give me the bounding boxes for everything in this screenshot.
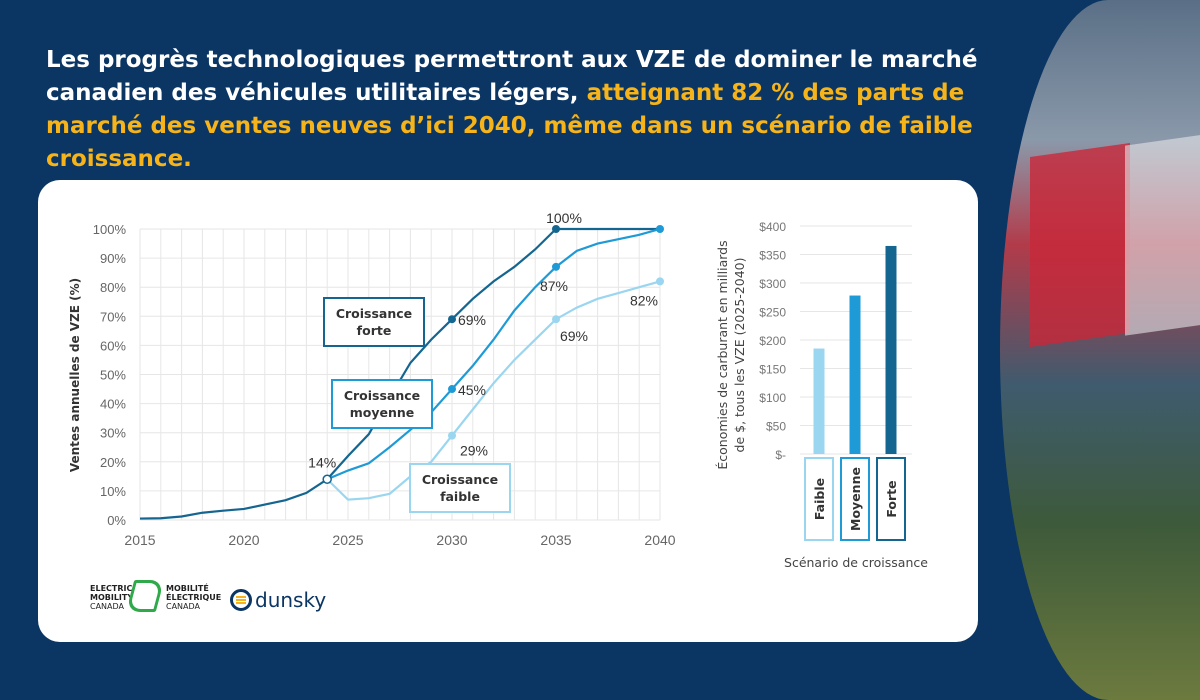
bar-y-tick-label: $400 [759,220,786,234]
data-label: 87% [540,278,568,294]
data-point-forte [448,315,456,324]
legend-label-forte: Croissance [336,306,412,321]
series-line-moyenne [326,227,661,481]
category-label: Faible [812,478,827,520]
category-box-moyenne [840,457,870,541]
x-tick-label: 2025 [332,532,363,548]
y-tick-label: 60% [100,338,126,353]
y-tick-label: 80% [100,280,126,295]
legend-label-faible: Croissance [422,472,498,487]
dunsky-logo: dunsky [230,588,326,612]
dunsky-wordmark: dunsky [255,588,327,612]
y-tick-label: 10% [100,484,126,499]
bar-faible [813,348,825,454]
x-tick-label: 2015 [124,532,155,548]
legend-box-moyenne [331,379,433,429]
x-tick-label: 2030 [436,532,467,548]
series-line-faible [326,280,661,501]
legend-label-moyenne: Croissance [344,388,420,403]
series-line-forte [139,227,660,520]
data-point-moyenne [656,225,664,233]
data-label: 29% [460,443,488,459]
bar-y-axis-label: Économies de carburant en milliards [715,240,730,469]
category-box-faible [804,457,834,541]
bar-y-tick-label: $350 [759,249,786,263]
x-tick-label: 2040 [644,532,675,548]
legend-box-forte [323,297,425,347]
bar-y-tick-label: $150 [759,363,786,377]
y-tick-label: 50% [100,368,126,383]
bar-y-tick-label: $250 [759,306,786,320]
y-tick-label: 40% [100,397,126,412]
data-point-moyenne [448,385,456,394]
bar-y-tick-label: $- [775,448,786,462]
data-point-faible [656,277,664,286]
background-photo [1000,0,1200,700]
emc-logo-en: ELECTRIC MOBILITY CANADA [90,584,133,611]
data-point-forte [552,225,560,233]
data-point-faible [448,431,456,440]
legend-box-faible [409,463,511,513]
bar-y-axis-label: de $, tous les VZE (2025-2040) [732,258,747,453]
data-label: 69% [458,312,486,328]
legend-label-forte: forte [357,323,392,338]
logo-text: ÉLECTRIQUE [166,593,222,602]
data-point-moyenne [552,262,560,271]
headline-highlight: atteignant 82 % des parts de marché des … [46,80,973,172]
data-point-faible [552,315,560,324]
legend-label-moyenne: moyenne [350,405,415,420]
category-label: Forte [884,480,899,517]
logo-text: MOBILITÉ [166,584,209,593]
category-label: Moyenne [848,467,863,531]
dunsky-icon [230,589,252,611]
data-label: 45% [458,382,486,398]
data-label: 69% [560,328,588,344]
logo-text: MOBILITY [90,593,134,602]
bar-y-tick-label: $200 [759,334,786,348]
y-tick-label: 20% [100,455,126,470]
logo-text: CANADA [166,602,201,611]
logo-text: CANADA [90,602,125,611]
bar-x-axis-label: Scénario de croissance [784,555,928,570]
y-axis-label: Ventes annuelles de VZE (%) [68,278,82,472]
logo-text: ELECTRIC [90,584,133,593]
data-label: 100% [546,210,582,226]
x-tick-label: 2035 [540,532,571,548]
data-label: 14% [308,454,336,470]
bar-y-tick-label: $100 [759,391,786,405]
bar-moyenne [849,295,861,454]
data-label: 82% [630,292,658,308]
bar-y-tick-label: $50 [766,420,786,434]
y-tick-label: 70% [100,309,126,324]
category-box-forte [876,457,906,541]
bar-y-tick-label: $300 [759,277,786,291]
x-tick-label: 2020 [228,532,259,548]
y-tick-label: 30% [100,426,126,441]
legend-label-faible: faible [440,489,480,504]
headline: Les progrès technologiques permettront a… [46,44,1006,176]
emc-logo-fr: MOBILITÉ ÉLECTRIQUE CANADA [166,584,221,611]
y-tick-label: 0% [107,513,126,528]
y-tick-label: 90% [100,251,126,266]
bar-forte [885,245,897,454]
data-point-start [322,474,332,485]
headline-text: Les progrès technologiques permettront a… [46,47,978,106]
y-tick-label: 100% [93,222,127,237]
